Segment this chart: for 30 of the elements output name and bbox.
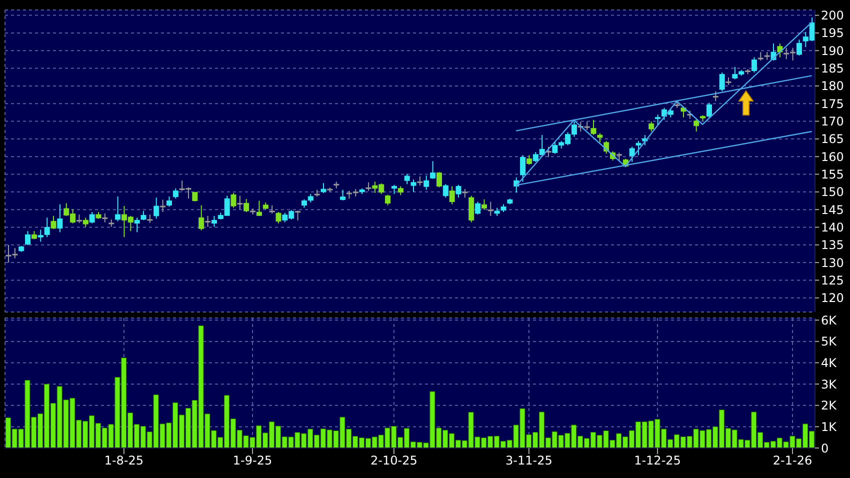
y-tick-label: 140 [821, 220, 844, 234]
y-tick-label: 150 [821, 185, 844, 200]
x-tick-label: 3-11-25 [506, 454, 552, 468]
y-tick-label: 180 [821, 79, 844, 94]
y-tick-label: 135 [821, 238, 844, 252]
x-tick-label: 2-1-26 [772, 454, 812, 468]
y-tick-label: 125 [821, 273, 844, 288]
x-tick-label: 1-9-25 [232, 454, 272, 468]
y-tick-label: 190 [821, 44, 844, 58]
y-tick-label: 175 [821, 96, 844, 111]
y-tick-label: 195 [821, 26, 844, 40]
y-tick-label: 3K [821, 377, 838, 392]
y-tick-label: 4K [821, 356, 838, 370]
y-tick-label: 185 [821, 62, 844, 76]
y-tick-label: 6K [821, 313, 838, 328]
y-tick-label: 120 [821, 291, 844, 306]
y-tick-label: 160 [821, 150, 844, 164]
y-tick-label: 1K [821, 420, 838, 434]
y-tick-label: 5K [821, 334, 838, 349]
x-tick-label: 2-10-25 [370, 454, 418, 468]
y-tick-label: 165 [821, 132, 844, 146]
y-tick-label: 2K [821, 398, 838, 413]
y-tick-label: 170 [821, 114, 844, 129]
y-tick-label: 155 [821, 168, 844, 182]
x-tick-label: 1-8-25 [104, 454, 144, 468]
y-tick-label: 130 [821, 256, 844, 270]
y-tick-label: 200 [821, 8, 844, 23]
y-tick-label: 0 [821, 441, 829, 456]
x-tick-label: 1-12-25 [634, 454, 681, 468]
y-tick-label: 145 [821, 202, 844, 217]
